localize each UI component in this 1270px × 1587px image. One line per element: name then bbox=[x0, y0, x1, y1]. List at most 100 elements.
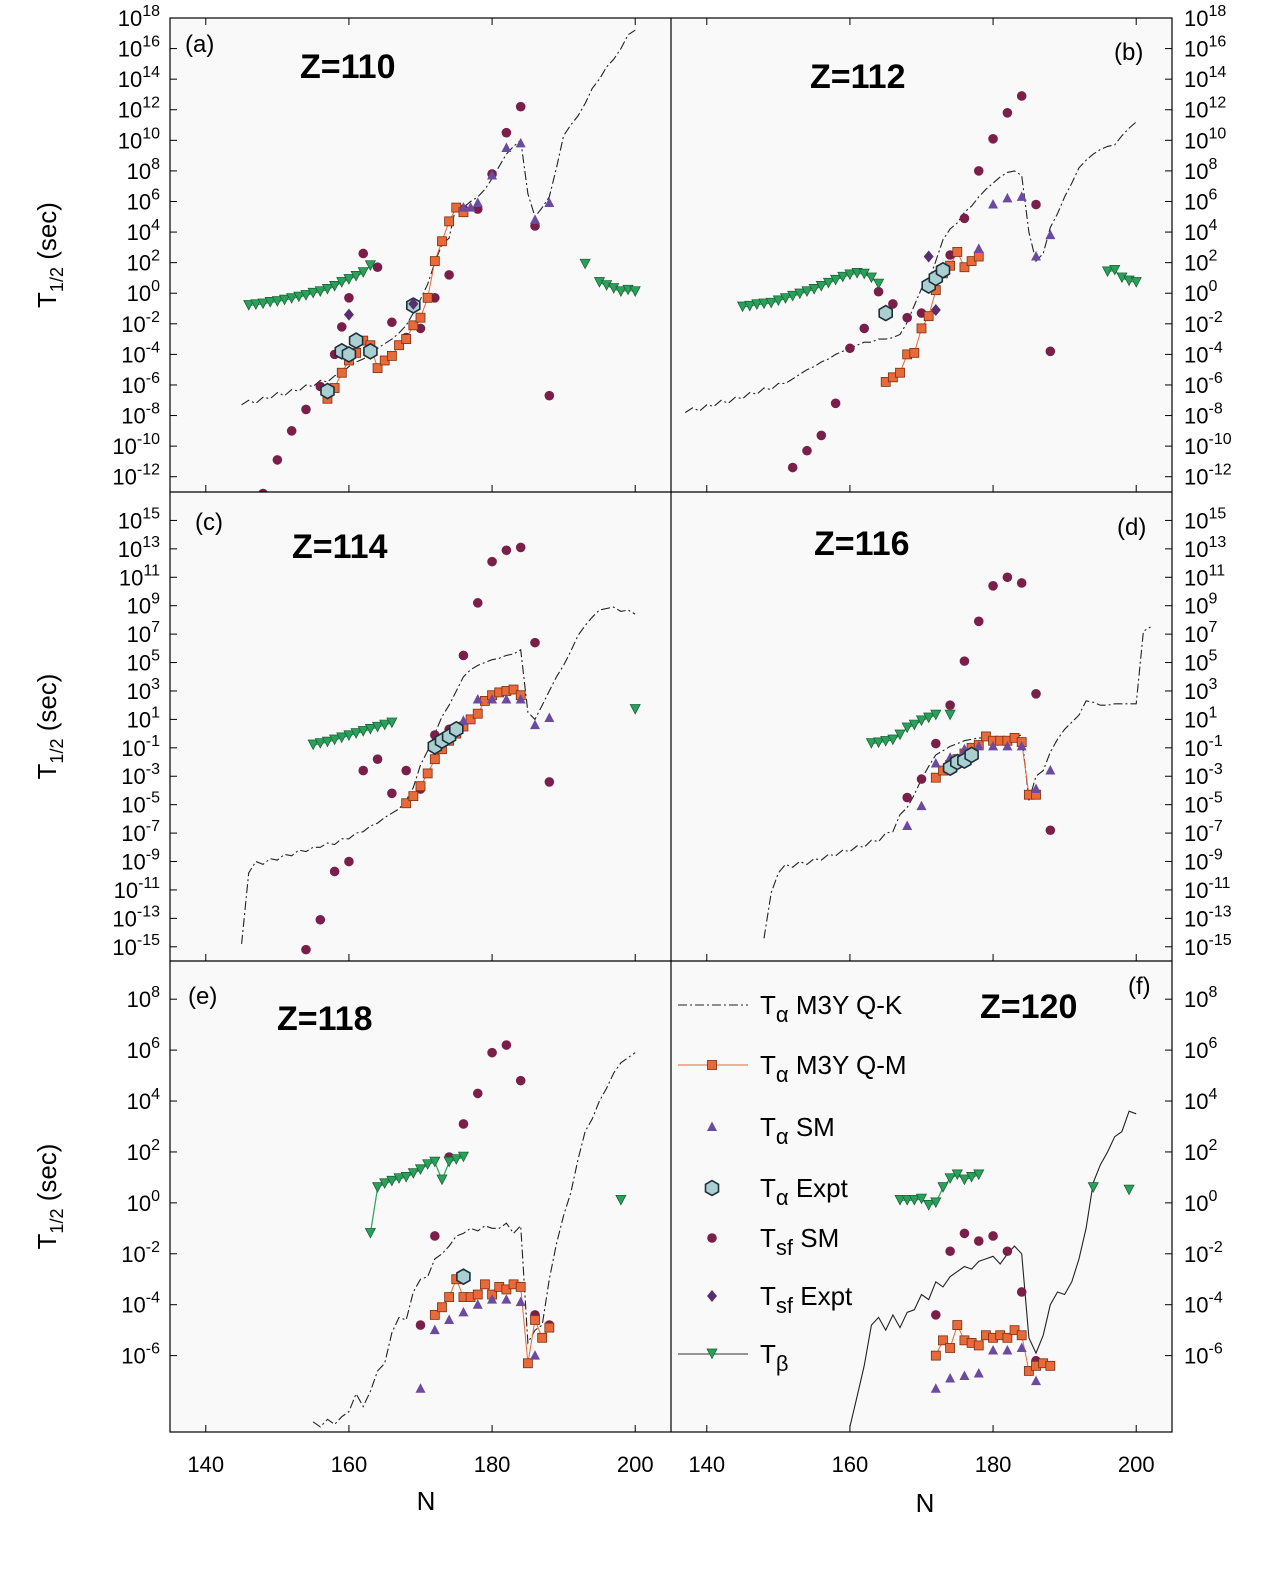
y-tick-label: 10-4 bbox=[121, 339, 160, 367]
y-tick-label: 10-12 bbox=[1184, 462, 1232, 490]
qm-point bbox=[1002, 1332, 1013, 1343]
y-tick-label: 1018 bbox=[118, 3, 160, 31]
alpha-sm-point bbox=[501, 693, 512, 704]
alpha-sm-point bbox=[973, 1367, 984, 1378]
y-tick-label: 101 bbox=[127, 704, 160, 732]
qm-point bbox=[544, 1322, 555, 1333]
beta-point bbox=[1116, 272, 1128, 284]
sf-sm-point bbox=[973, 616, 984, 627]
qm-point bbox=[895, 367, 905, 378]
beta-point bbox=[837, 271, 849, 283]
y-tick-label: 10-11 bbox=[114, 875, 161, 903]
beta-point bbox=[872, 737, 885, 749]
beta-point bbox=[364, 723, 376, 735]
beta-point bbox=[915, 715, 928, 727]
qm-point bbox=[408, 320, 419, 331]
alpha-expt-point bbox=[448, 720, 464, 738]
sf-sm-point bbox=[845, 343, 855, 354]
beta-point bbox=[371, 721, 384, 733]
sf-sm-point bbox=[1002, 572, 1013, 583]
y-tick-label: 106 bbox=[127, 1035, 160, 1063]
beta-point bbox=[908, 1194, 920, 1206]
y-tick-label: 106 bbox=[1184, 186, 1217, 214]
sf-sm-point bbox=[315, 914, 326, 925]
sf-sm-point bbox=[344, 293, 354, 303]
sf-sm-point bbox=[286, 426, 297, 436]
qm-point bbox=[1016, 1330, 1027, 1341]
sf-sm-point bbox=[959, 213, 970, 224]
qm-point bbox=[465, 714, 476, 725]
alpha-sm-point bbox=[959, 1370, 970, 1380]
y-tick-label: 102 bbox=[1184, 248, 1217, 276]
sf-sm-point bbox=[931, 1310, 941, 1320]
alpha-sm-point bbox=[458, 202, 469, 212]
beta-point bbox=[808, 284, 820, 295]
panel-title: Z=112 bbox=[810, 58, 905, 96]
y-tick-label: 10-6 bbox=[121, 1341, 160, 1369]
qm-point bbox=[429, 256, 440, 267]
y-tick-label: 10-9 bbox=[121, 847, 160, 875]
sf-sm-point bbox=[816, 430, 827, 441]
alpha-sm-point bbox=[472, 1299, 483, 1309]
panel-title: Z=110 bbox=[300, 48, 395, 86]
qm-point bbox=[429, 754, 440, 765]
alpha-sm-point bbox=[544, 712, 555, 722]
beta-point bbox=[343, 730, 355, 741]
y-axis-label: T1/2 (sec) bbox=[32, 1144, 67, 1250]
sf-sm-point bbox=[372, 754, 383, 764]
y-tick-label: 1018 bbox=[1184, 3, 1226, 31]
sf-sm-point bbox=[888, 299, 898, 309]
beta-point bbox=[901, 1194, 913, 1206]
beta-point bbox=[400, 1172, 412, 1183]
beta-point bbox=[343, 274, 355, 285]
alpha-sm-point bbox=[973, 740, 984, 751]
beta-point bbox=[336, 277, 348, 288]
qm-point bbox=[401, 798, 412, 809]
beta-point bbox=[937, 1182, 949, 1193]
y-tick-label: 100 bbox=[1184, 1188, 1217, 1216]
beta-point bbox=[865, 272, 877, 284]
sf-sm-point bbox=[458, 650, 469, 661]
series-qk-line bbox=[685, 121, 1137, 413]
plot-area bbox=[170, 492, 671, 961]
y-tick-label: 108 bbox=[1184, 156, 1217, 184]
sf-sm-point bbox=[1002, 1246, 1013, 1257]
y-tick-label: 10-10 bbox=[112, 431, 160, 459]
y-tick-label: 105 bbox=[1184, 648, 1217, 676]
panel-title: Z=120 bbox=[980, 988, 1077, 1026]
beta-point bbox=[286, 293, 298, 304]
beta-point bbox=[364, 1228, 376, 1239]
sf-expt-point bbox=[408, 297, 419, 310]
sf-sm-point bbox=[272, 455, 283, 465]
beta-point bbox=[958, 1174, 971, 1186]
alpha-sm-point bbox=[501, 1294, 512, 1304]
beta-point bbox=[321, 736, 334, 748]
beta-point bbox=[1087, 1182, 1099, 1193]
legend-marker bbox=[707, 1290, 717, 1302]
beta-point bbox=[758, 298, 770, 310]
alpha-sm-point bbox=[429, 1324, 440, 1335]
qm-point bbox=[336, 367, 347, 378]
series-qk-line bbox=[849, 1110, 1137, 1428]
alpha-expt-point bbox=[964, 746, 979, 764]
sf-sm-point bbox=[945, 700, 955, 710]
qm-point bbox=[408, 791, 419, 802]
sf-sm-point bbox=[902, 312, 912, 323]
panel-e: 108 106 104 102 100 10-2 10-4 10-6 140 160 180 200 Z… bbox=[32, 961, 671, 1477]
legend-marker bbox=[707, 1121, 717, 1131]
plot-area bbox=[671, 18, 1172, 492]
beta-point bbox=[300, 290, 312, 301]
panels-layer: 1018101610141012101010810610410210010-21… bbox=[32, 3, 1232, 1477]
y-tick-label: 1011 bbox=[1184, 562, 1225, 590]
y-tick-label: 1015 bbox=[1184, 505, 1226, 533]
y-tick-label: 10-11 bbox=[1184, 875, 1231, 903]
qm-point bbox=[952, 247, 963, 257]
y-tick-label: 10-9 bbox=[1184, 847, 1223, 875]
beta-point bbox=[629, 704, 641, 715]
x-tick-label: 160 bbox=[331, 1452, 368, 1477]
y-tick-label: 1012 bbox=[118, 95, 160, 123]
y-tick-label: 10-2 bbox=[121, 1239, 160, 1267]
beta-point bbox=[386, 717, 398, 729]
sf-sm-point bbox=[830, 398, 841, 409]
panel-label: (a) bbox=[185, 31, 214, 58]
